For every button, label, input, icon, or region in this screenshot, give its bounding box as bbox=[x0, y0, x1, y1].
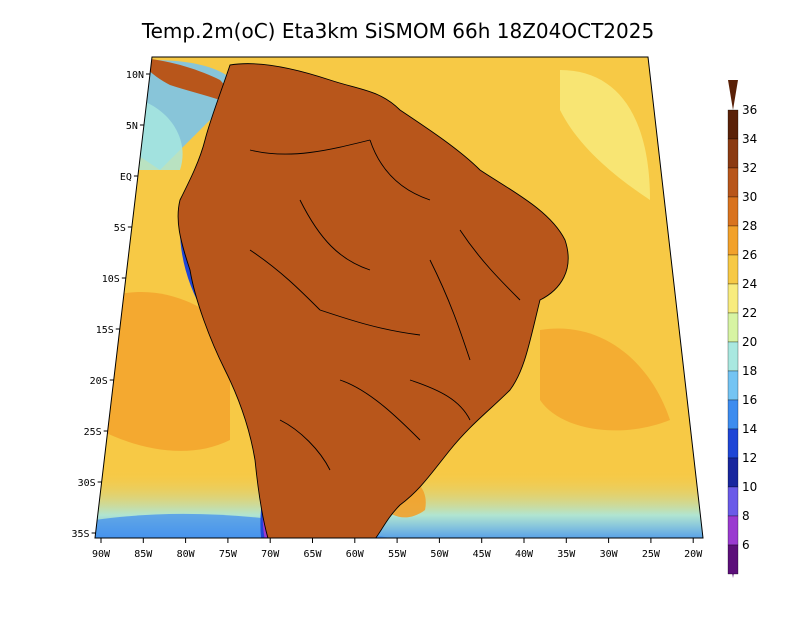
lat-label: 15S bbox=[96, 325, 114, 336]
lat-label: 30S bbox=[78, 478, 96, 489]
map-frame bbox=[94, 56, 704, 539]
lon-label: 35W bbox=[557, 549, 576, 560]
lon-label: 25W bbox=[642, 549, 661, 560]
lat-label: 20S bbox=[90, 376, 108, 387]
lon-label: 90W bbox=[92, 549, 111, 560]
colorbar-label: 28 bbox=[742, 219, 757, 233]
colorbar-label: 30 bbox=[742, 190, 757, 204]
lon-label: 80W bbox=[177, 549, 196, 560]
lon-label: 45W bbox=[473, 549, 492, 560]
colorbar-segment bbox=[727, 428, 739, 459]
colorbar-segment bbox=[727, 109, 739, 140]
lat-label: 10S bbox=[102, 274, 120, 285]
colorbar-top-arrow bbox=[728, 80, 738, 110]
latitude-axis: 10N 5N EQ 5S 10S 15S 20S 25S 30S 35S bbox=[72, 70, 150, 540]
longitude-axis: 90W 85W 80W 75W 70W 65W 60W 55W 50W 45W 40W 35W 30W 2… bbox=[92, 538, 703, 560]
central-america-land bbox=[140, 58, 228, 100]
colorbar-label: 22 bbox=[742, 306, 757, 320]
lon-label: 75W bbox=[219, 549, 238, 560]
lat-label: 35S bbox=[72, 529, 90, 540]
colorbar-segment bbox=[727, 254, 739, 285]
lat-label: 25S bbox=[84, 427, 102, 438]
colorbar-label: 16 bbox=[742, 393, 757, 407]
colorbar-segment bbox=[727, 486, 739, 517]
colorbar-label: 34 bbox=[742, 132, 757, 146]
lat-label: 5S bbox=[114, 223, 126, 234]
colorbar-segment bbox=[727, 515, 739, 546]
map-area bbox=[95, 57, 703, 538]
colorbar-segment bbox=[727, 138, 739, 169]
colorbar-segment bbox=[727, 457, 739, 488]
country-borders bbox=[177, 63, 569, 538]
colorbar-label: 24 bbox=[742, 277, 757, 291]
lat-label: 10N bbox=[126, 70, 144, 81]
colorbar-segment bbox=[727, 167, 739, 198]
map-title: Temp.2m(oC) Eta3km SiSMOM 66h 18Z04OCT20… bbox=[141, 19, 654, 43]
lon-label: 85W bbox=[134, 549, 153, 560]
colorbar-label: 14 bbox=[742, 422, 757, 436]
colorbar-label: 32 bbox=[742, 161, 757, 175]
colorbar: 36 34 32 30 28 26 24 22 20 18 16 14 12 10 8 6 bbox=[727, 80, 757, 578]
colorbar-segment bbox=[727, 544, 739, 575]
colorbar-label: 36 bbox=[742, 103, 757, 117]
lon-label: 20W bbox=[684, 549, 703, 560]
colorbar-label: 20 bbox=[742, 335, 757, 349]
lon-label: 30W bbox=[600, 549, 619, 560]
colorbar-label: 6 bbox=[742, 538, 750, 552]
colorbar-label: 12 bbox=[742, 451, 757, 465]
colorbar-label: 8 bbox=[742, 509, 750, 523]
lon-label: 65W bbox=[303, 549, 322, 560]
lon-label: 55W bbox=[388, 549, 407, 560]
colorbar-label: 26 bbox=[742, 248, 757, 262]
ocean-warm-patch bbox=[100, 291, 230, 451]
ocean-warm-patch-east bbox=[540, 328, 670, 431]
lon-label: 70W bbox=[261, 549, 280, 560]
colorbar-segment bbox=[727, 196, 739, 227]
colorbar-segment bbox=[727, 283, 739, 314]
lat-label: 5N bbox=[126, 121, 138, 132]
galapagos-islands bbox=[98, 176, 111, 184]
colorbar-label: 18 bbox=[742, 364, 757, 378]
lat-label: EQ bbox=[120, 172, 132, 183]
lon-label: 40W bbox=[515, 549, 534, 560]
colorbar-segment bbox=[727, 312, 739, 343]
colorbar-label: 10 bbox=[742, 480, 757, 494]
colorbar-segment bbox=[727, 225, 739, 256]
lon-label: 60W bbox=[346, 549, 365, 560]
colorbar-segment bbox=[727, 370, 739, 401]
ocean-cool-patch-north bbox=[560, 70, 650, 200]
colorbar-segment bbox=[727, 399, 739, 430]
colorbar-segment bbox=[727, 341, 739, 372]
lon-label: 50W bbox=[430, 549, 449, 560]
